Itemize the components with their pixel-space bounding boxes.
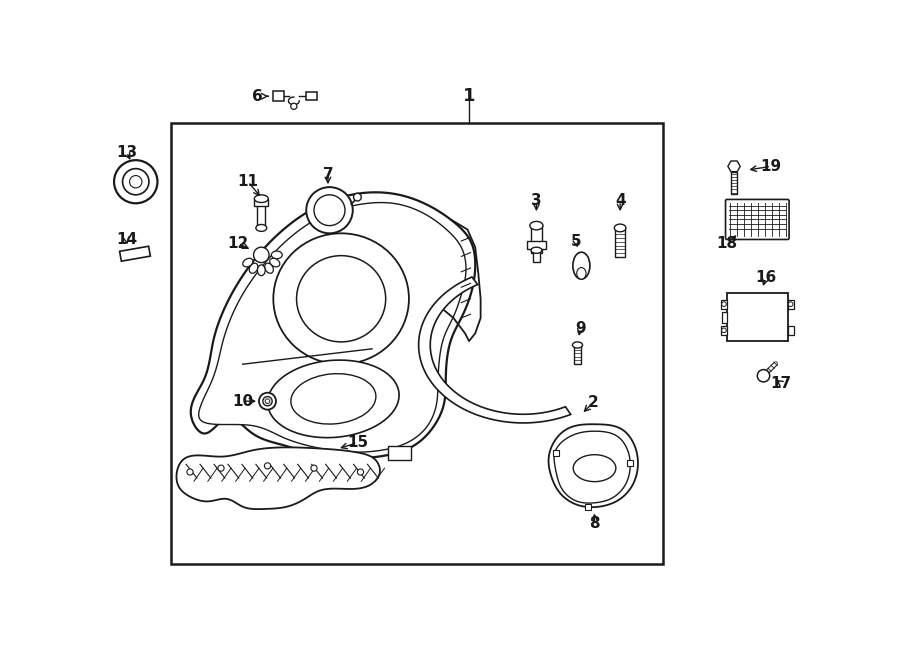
Polygon shape <box>554 431 630 503</box>
Ellipse shape <box>256 225 266 231</box>
Text: 11: 11 <box>238 175 258 189</box>
Bar <box>788 299 794 309</box>
Text: 7: 7 <box>322 167 333 182</box>
Bar <box>273 91 284 101</box>
Ellipse shape <box>577 268 586 279</box>
Ellipse shape <box>291 373 376 424</box>
Bar <box>585 504 591 510</box>
Circle shape <box>291 103 297 109</box>
Circle shape <box>130 176 142 188</box>
Circle shape <box>757 369 770 382</box>
Ellipse shape <box>615 224 626 232</box>
Ellipse shape <box>272 251 283 258</box>
Text: 16: 16 <box>755 270 777 286</box>
Bar <box>171 123 662 564</box>
Ellipse shape <box>573 455 616 482</box>
Circle shape <box>306 187 353 233</box>
Text: 15: 15 <box>346 435 368 450</box>
Circle shape <box>263 397 272 406</box>
Ellipse shape <box>274 233 409 364</box>
Text: 19: 19 <box>760 159 782 174</box>
Ellipse shape <box>243 258 253 267</box>
Circle shape <box>265 463 271 469</box>
Circle shape <box>722 328 726 332</box>
Text: 2: 2 <box>588 395 598 410</box>
Circle shape <box>788 302 793 307</box>
Text: 14: 14 <box>116 232 137 247</box>
Text: 13: 13 <box>116 145 137 160</box>
Ellipse shape <box>265 263 274 273</box>
Bar <box>721 299 727 309</box>
Ellipse shape <box>297 256 386 342</box>
FancyBboxPatch shape <box>725 200 789 239</box>
Bar <box>573 345 581 364</box>
Circle shape <box>259 393 276 410</box>
Circle shape <box>218 465 224 471</box>
Polygon shape <box>418 277 571 423</box>
Circle shape <box>254 247 269 262</box>
Bar <box>721 326 727 335</box>
Ellipse shape <box>573 253 590 279</box>
Ellipse shape <box>270 258 280 267</box>
Text: 10: 10 <box>232 394 253 408</box>
Circle shape <box>357 469 364 475</box>
Text: 3: 3 <box>531 194 542 208</box>
Bar <box>723 312 727 323</box>
Bar <box>306 92 317 100</box>
Text: 18: 18 <box>716 236 738 251</box>
Circle shape <box>122 169 148 195</box>
Bar <box>731 173 737 194</box>
Polygon shape <box>176 447 380 509</box>
Text: 6: 6 <box>252 89 263 104</box>
Circle shape <box>114 160 158 204</box>
Bar <box>533 251 540 262</box>
Bar <box>527 241 545 249</box>
Ellipse shape <box>255 195 268 202</box>
Text: 9: 9 <box>575 321 586 336</box>
Circle shape <box>187 469 194 475</box>
Bar <box>627 459 634 466</box>
Bar <box>388 446 411 459</box>
Text: 17: 17 <box>770 376 792 391</box>
Ellipse shape <box>257 265 266 276</box>
Text: 8: 8 <box>590 516 600 531</box>
Ellipse shape <box>530 221 543 230</box>
Circle shape <box>314 195 345 225</box>
Circle shape <box>310 465 317 471</box>
Polygon shape <box>549 424 638 507</box>
Circle shape <box>354 193 361 201</box>
Circle shape <box>722 302 726 307</box>
Ellipse shape <box>572 342 582 348</box>
Circle shape <box>266 399 270 403</box>
Ellipse shape <box>249 263 258 273</box>
Bar <box>616 228 625 257</box>
Bar <box>553 449 559 456</box>
Ellipse shape <box>531 247 542 253</box>
Polygon shape <box>728 161 740 172</box>
Bar <box>788 326 794 335</box>
Text: 1: 1 <box>463 87 475 105</box>
Bar <box>727 293 788 341</box>
Bar <box>531 225 542 253</box>
Text: 12: 12 <box>228 236 248 251</box>
Ellipse shape <box>267 360 399 438</box>
Text: 5: 5 <box>571 233 581 249</box>
Polygon shape <box>199 202 466 452</box>
Text: 4: 4 <box>615 194 626 208</box>
Bar <box>255 199 268 206</box>
Bar <box>120 247 150 261</box>
Bar <box>257 205 266 228</box>
Polygon shape <box>191 192 475 458</box>
